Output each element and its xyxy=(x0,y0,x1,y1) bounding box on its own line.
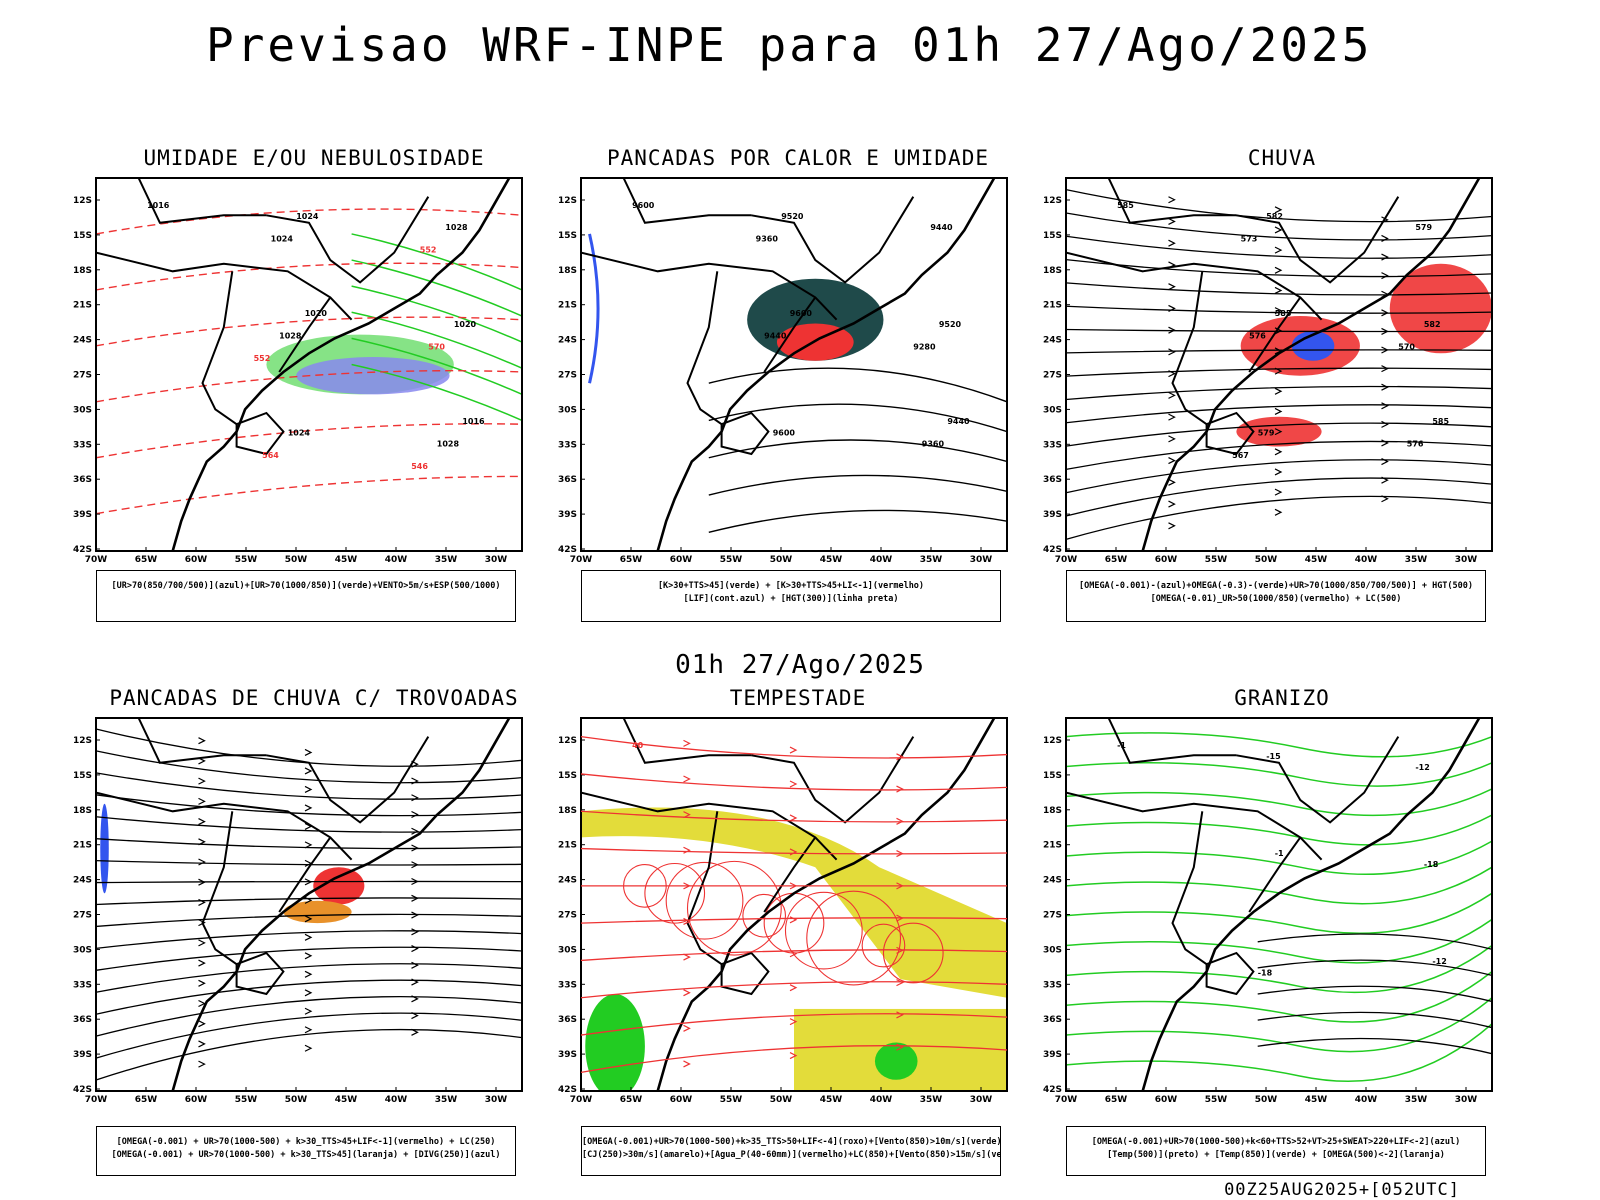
legend-line: [LIF](cont.azul) + [HGT(300)](linha pret… xyxy=(683,594,899,604)
panel-title: TEMPESTADE xyxy=(729,686,867,710)
legend-box: [OMEGA(-0.001) + UR>70(1000-500) + k>30_… xyxy=(96,1126,516,1176)
main-title: Previsao WRF-INPE para 01h 27/Ago/2025 xyxy=(206,18,1373,72)
legend-line: [OMEGA(-0.001)+UR>70(1000-500)+k>35_TTS>… xyxy=(582,1137,1000,1147)
run-footer: 00Z25AUG2025+[052UTC] xyxy=(1224,1180,1460,1200)
panel-umidade: UMIDADE E/OU NEBULOSIDADE xyxy=(64,146,564,646)
legend-line: [UR>70(850/700/500)](azul)+[UR>70(1000/8… xyxy=(111,581,501,591)
legend-box: [K>30+TTS>45](verde) + [K>30+TTS>45+LI<-… xyxy=(581,570,1001,622)
legend-box: [OMEGA(-0.001)-(azul)+OMEGA(-0.3)-(verde… xyxy=(1066,570,1486,622)
panel-granizo: GRANIZO xyxy=(1032,686,1532,1186)
legend-line: [K>30+TTS>45](verde) + [K>30+TTS>45+LI<-… xyxy=(657,581,925,591)
panel-chuva: CHUVA xyxy=(1032,146,1532,646)
panel-title: PANCADAS DE CHUVA C/ TROVOADAS xyxy=(109,686,519,710)
legend-box: [OMEGA(-0.001)+UR>70(1000-500)+k<60+TTS>… xyxy=(1066,1126,1486,1176)
panel-trovoadas: PANCADAS DE CHUVA C/ TROVOADAS xyxy=(64,686,564,1186)
panel-pancadas-calor: PANCADAS POR CALOR E UMIDADE xyxy=(548,146,1048,646)
legend-line: [Temp(500)](preto) + [Temp(850)](verde) … xyxy=(1107,1150,1445,1160)
legend-box: [UR>70(850/700/500)](azul)+[UR>70(1000/8… xyxy=(96,570,516,622)
panel-tempestade: TEMPESTADE xyxy=(548,686,1048,1186)
panel-title: PANCADAS POR CALOR E UMIDADE xyxy=(606,146,989,170)
panel-title: UMIDADE E/OU NEBULOSIDADE xyxy=(143,146,485,170)
legend-line: [CJ(250)>30m/s](amarelo)+[Agua_P(40-60mm… xyxy=(582,1150,1000,1160)
legend-line: [OMEGA(-0.001) + UR>70(1000-500) + k>30_… xyxy=(116,1137,496,1147)
legend-line: [OMEGA(-0.001)-(azul)+OMEGA(-0.3)-(verde… xyxy=(1078,581,1474,591)
legend-line: [OMEGA(-0.001)+UR>70(1000-500)+k<60+TTS>… xyxy=(1091,1137,1461,1147)
panel-title: CHUVA xyxy=(1247,146,1317,170)
forecast-time: 01h 27/Ago/2025 xyxy=(675,650,925,680)
legend-line: [OMEGA(-0.001) + UR>70(1000-500) + k>30_… xyxy=(111,1150,501,1160)
legend-box: [OMEGA(-0.001)+UR>70(1000-500)+k>35_TTS>… xyxy=(581,1126,1001,1176)
panel-title: GRANIZO xyxy=(1234,686,1330,710)
legend-line: [OMEGA(-0.01)_UR>50(1000/850)(vermelho) … xyxy=(1150,594,1402,604)
